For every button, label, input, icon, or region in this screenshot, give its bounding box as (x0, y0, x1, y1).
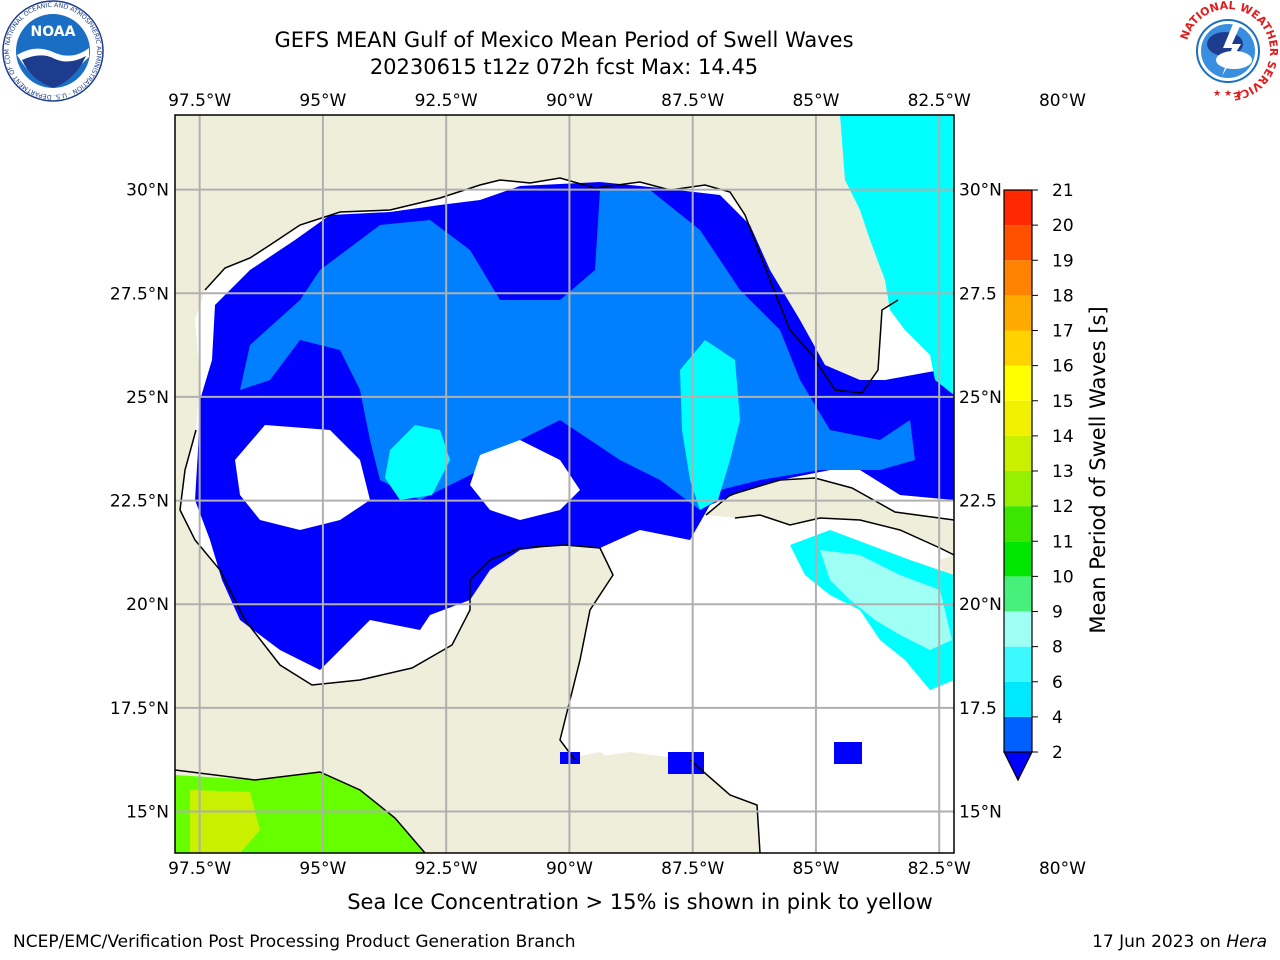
coastline (175, 177, 954, 853)
colorbar-tick-label: 14 (1052, 427, 1074, 447)
sea-ice-note: Sea Ice Concentration > 15% is shown in … (347, 890, 933, 914)
colorbar-segment (1004, 506, 1032, 542)
y-tick-label-left: 30°N (126, 181, 169, 201)
colorbar-segment (1004, 716, 1032, 752)
footer-date-text: 17 Jun 2023 on (1092, 932, 1227, 952)
colorbar-segment (1004, 400, 1032, 436)
footer-host: Hera (1226, 932, 1267, 952)
colorbar-tick-label: 13 (1052, 462, 1074, 482)
colorbar-segment (1004, 576, 1032, 612)
region-6-8s-florida (840, 115, 954, 395)
y-tick-label-right: 25°N (959, 388, 1002, 408)
colorbar-segment (1004, 611, 1032, 647)
region-6-8s-channel (680, 340, 740, 510)
x-tick-label-top: 90°W (546, 91, 593, 111)
x-tick-label-bottom: 95°W (299, 859, 346, 879)
colorbar-segment (1004, 435, 1032, 471)
y-tick-label-left: 22.5°N (110, 492, 169, 512)
x-tick-label-top: 95°W (299, 91, 346, 111)
y-tick-label-left: 25°N (126, 388, 169, 408)
colorbar-segment (1004, 541, 1032, 577)
colorbar-segment (1004, 365, 1032, 401)
x-tick-label-bottom: 87.5°W (661, 859, 724, 879)
x-axis-top-ticks: 97.5°W 95°W 92.5°W 90°W 87.5°W 85°W 82.5°W 80°W (168, 91, 1086, 111)
colorbar-extend-arrow (1003, 751, 1033, 782)
cell-blue-2 (668, 752, 704, 774)
region-12-13s-pacific (190, 790, 260, 853)
colorbar-segment (1004, 260, 1032, 296)
footer-date: 17 Jun 2023 on Hera (1092, 932, 1267, 952)
y-tick-label-right: 15°N (959, 803, 1002, 823)
colorbar-segment (1004, 225, 1032, 261)
region-4-6s (240, 190, 915, 510)
region-white-central (235, 425, 370, 530)
x-tick-label-top: 80°W (1039, 91, 1086, 111)
y-tick-label-left: 27.5°N (110, 284, 169, 304)
x-tick-label-bottom: 97.5°W (168, 859, 231, 879)
swell-period-regions (175, 115, 954, 853)
nws-logo: NATIONAL WEATHER SERVICE ★ ★ ★ (1178, 0, 1279, 102)
footer-credit: NCEP/EMC/Verification Post Processing Pr… (13, 932, 576, 952)
colorbar-tick-label: 11 (1052, 532, 1074, 552)
map-frame (174, 114, 955, 854)
chart-title: GEFS MEAN Gulf of Mexico Mean Period of … (274, 28, 854, 52)
colorbar-tick-label: 8 (1052, 638, 1063, 658)
noaa-logo-text: NOAA (31, 24, 76, 40)
y-axis-right-ticks: 30°N 27.5 25°N 22.5 20°N 17.5 15°N (959, 181, 1002, 823)
colorbar-tick-label: 17 (1052, 322, 1074, 342)
x-tick-label-top: 87.5°W (661, 91, 724, 111)
x-tick-label-bottom: 85°W (792, 859, 839, 879)
colorbar-tick-label: 12 (1052, 497, 1074, 517)
colorbar-segment (1004, 471, 1032, 507)
colorbar-segment (1004, 295, 1032, 331)
nws-stars-icon: ★ ★ ★ (1213, 89, 1243, 99)
x-tick-label-top: 82.5°W (908, 91, 971, 111)
y-tick-label-left: 15°N (126, 803, 169, 823)
x-tick-label-bottom: 80°W (1039, 859, 1086, 879)
colorbar-tick-label: 21 (1052, 181, 1074, 201)
colorbar-tick-label: 16 (1052, 357, 1074, 377)
y-tick-label-right: 20°N (959, 595, 1002, 615)
map-gridlines (175, 115, 954, 853)
colorbar-tick-label: 4 (1052, 708, 1063, 728)
colorbar-tick-label: 19 (1052, 251, 1074, 271)
noaa-logo: NATIONAL OCEANIC AND ATMOSPHERIC ADMINIS… (2, 0, 104, 102)
region-6-8s-central (385, 425, 450, 500)
x-tick-label-bottom: 82.5°W (908, 859, 971, 879)
y-tick-label-right: 27.5 (959, 284, 997, 304)
x-tick-label-top: 97.5°W (168, 91, 231, 111)
colorbar-segment (1004, 681, 1032, 717)
y-tick-label-left: 17.5°N (110, 699, 169, 719)
x-tick-label-bottom: 90°W (546, 859, 593, 879)
colorbar-tick-label: 9 (1052, 603, 1063, 623)
colorbar-tick-label: 6 (1052, 673, 1063, 693)
y-tick-label-right: 30°N (959, 181, 1002, 201)
colorbar-segment (1004, 190, 1032, 226)
cell-blue-1 (834, 742, 862, 764)
x-axis-bottom-ticks: 97.5°W 95°W 92.5°W 90°W 87.5°W 85°W 82.5°W 80°W (168, 859, 1086, 879)
colorbar-segment (1004, 330, 1032, 366)
colorbar-tick-label: 10 (1052, 567, 1074, 587)
y-tick-label-left: 20°N (126, 595, 169, 615)
x-tick-label-bottom: 92.5°W (415, 859, 478, 879)
x-tick-label-top: 92.5°W (415, 91, 478, 111)
colorbar-tick-label: 18 (1052, 286, 1074, 306)
colorbar-tick-label: 20 (1052, 216, 1074, 236)
region-8-10s-caribbean (820, 550, 952, 650)
colorbar-label: Mean Period of Swell Waves [s] (1086, 306, 1110, 633)
chart-subtitle: 20230615 t12z 072h fcst Max: 14.45 (369, 55, 759, 79)
colorbar-tick-label: 2 (1052, 743, 1063, 763)
colorbar-tick-label: 15 (1052, 392, 1074, 412)
y-tick-label-right: 22.5 (959, 492, 997, 512)
y-axis-left-ticks: 30°N 27.5°N 25°N 22.5°N 20°N 17.5°N 15°N (110, 181, 169, 823)
x-tick-label-top: 85°W (792, 91, 839, 111)
colorbar-segment (1004, 646, 1032, 682)
y-tick-label-right: 17.5 (959, 699, 997, 719)
colorbar: 2 4 6 8 9 10 11 12 13 14 15 16 17 18 19 20 21 (1003, 181, 1074, 782)
land-cuba (706, 478, 954, 555)
